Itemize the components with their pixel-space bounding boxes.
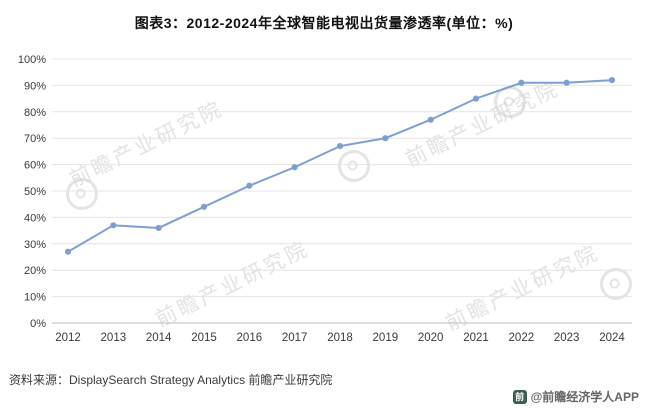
svg-text:2013: 2013 [101,332,127,344]
svg-text:20%: 20% [24,265,46,277]
y-axis-labels: 0% 10% 20% 30% 40% 50% 60% 70% 80% 90% 100% [18,54,46,330]
svg-text:100%: 100% [18,54,46,66]
svg-text:90%: 90% [24,80,46,92]
data-line [67,79,613,253]
svg-text:10%: 10% [24,292,46,304]
svg-text:2017: 2017 [282,332,308,344]
chart-title: 图表3：2012-2024年全球智能电视出货量渗透率(单位：%) [134,15,514,31]
svg-text:80%: 80% [24,107,46,119]
svg-text:0%: 0% [30,318,46,330]
brand-logo-icon: 前 [512,389,527,404]
data-points [64,77,616,255]
svg-text:2024: 2024 [599,332,625,344]
svg-text:2016: 2016 [237,332,263,344]
svg-text:40%: 40% [24,212,46,224]
svg-text:2022: 2022 [509,332,535,344]
svg-text:30%: 30% [24,239,46,251]
brand-attribution: 前 @前瞻经济学人APP [512,388,639,405]
svg-text:60%: 60% [24,160,46,172]
x-axis-labels: 2012 2013 2014 2015 2016 2017 2018 2019 2020 2021… [55,332,625,344]
svg-text:2014: 2014 [146,332,172,344]
gridlines [52,58,632,324]
brand-label: @前瞻经济学人APP [530,390,639,404]
svg-text:2021: 2021 [463,332,489,344]
svg-text:2015: 2015 [191,332,217,344]
source-note: 资料来源：DisplaySearch Strategy Analytics 前瞻… [9,373,333,387]
svg-text:70%: 70% [24,133,46,145]
svg-text:2023: 2023 [554,332,580,344]
svg-text:2019: 2019 [373,332,399,344]
svg-text:2020: 2020 [418,332,444,344]
svg-text:50%: 50% [24,186,46,198]
line-chart: 0%10%20%30%40%50%60%70%80%90%100%2012 201… [18,54,632,344]
svg-text:2012: 2012 [55,332,81,344]
svg-text:2018: 2018 [327,332,353,344]
